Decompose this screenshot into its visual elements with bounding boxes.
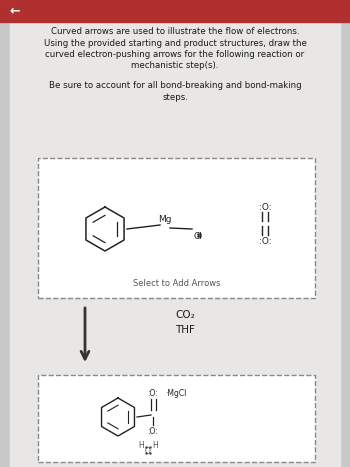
- Text: Curved arrows are used to illustrate the flow of electrons.: Curved arrows are used to illustrate the…: [51, 27, 299, 36]
- Text: Using the provided starting and product structures, draw the: Using the provided starting and product …: [43, 38, 307, 48]
- Text: mechanistic step(s).: mechanistic step(s).: [131, 62, 219, 71]
- Bar: [0, 0, 350, 22]
- Text: H: H: [138, 440, 144, 450]
- Bar: [38, 375, 315, 462]
- Text: CO₂: CO₂: [175, 310, 195, 320]
- Text: Mg: Mg: [158, 215, 172, 224]
- Bar: [38, 158, 315, 298]
- Text: ·MgCl: ·MgCl: [165, 389, 186, 397]
- Text: Be sure to account for all bond-breaking and bond-making: Be sure to account for all bond-breaking…: [49, 81, 301, 90]
- Text: O: O: [145, 447, 151, 457]
- Text: curved electron-pushing arrows for the following reaction or: curved electron-pushing arrows for the f…: [46, 50, 304, 59]
- Text: Select to Add Arrows: Select to Add Arrows: [133, 279, 220, 288]
- Text: :O:: :O:: [259, 238, 271, 247]
- Text: THF: THF: [175, 325, 195, 335]
- Text: :O:: :O:: [148, 389, 158, 397]
- Text: ←: ←: [10, 5, 20, 17]
- Text: :O:: :O:: [148, 426, 158, 436]
- Text: Cl: Cl: [193, 232, 202, 241]
- Text: H: H: [152, 440, 158, 450]
- Text: :O:: :O:: [259, 203, 271, 212]
- Text: steps.: steps.: [162, 92, 188, 101]
